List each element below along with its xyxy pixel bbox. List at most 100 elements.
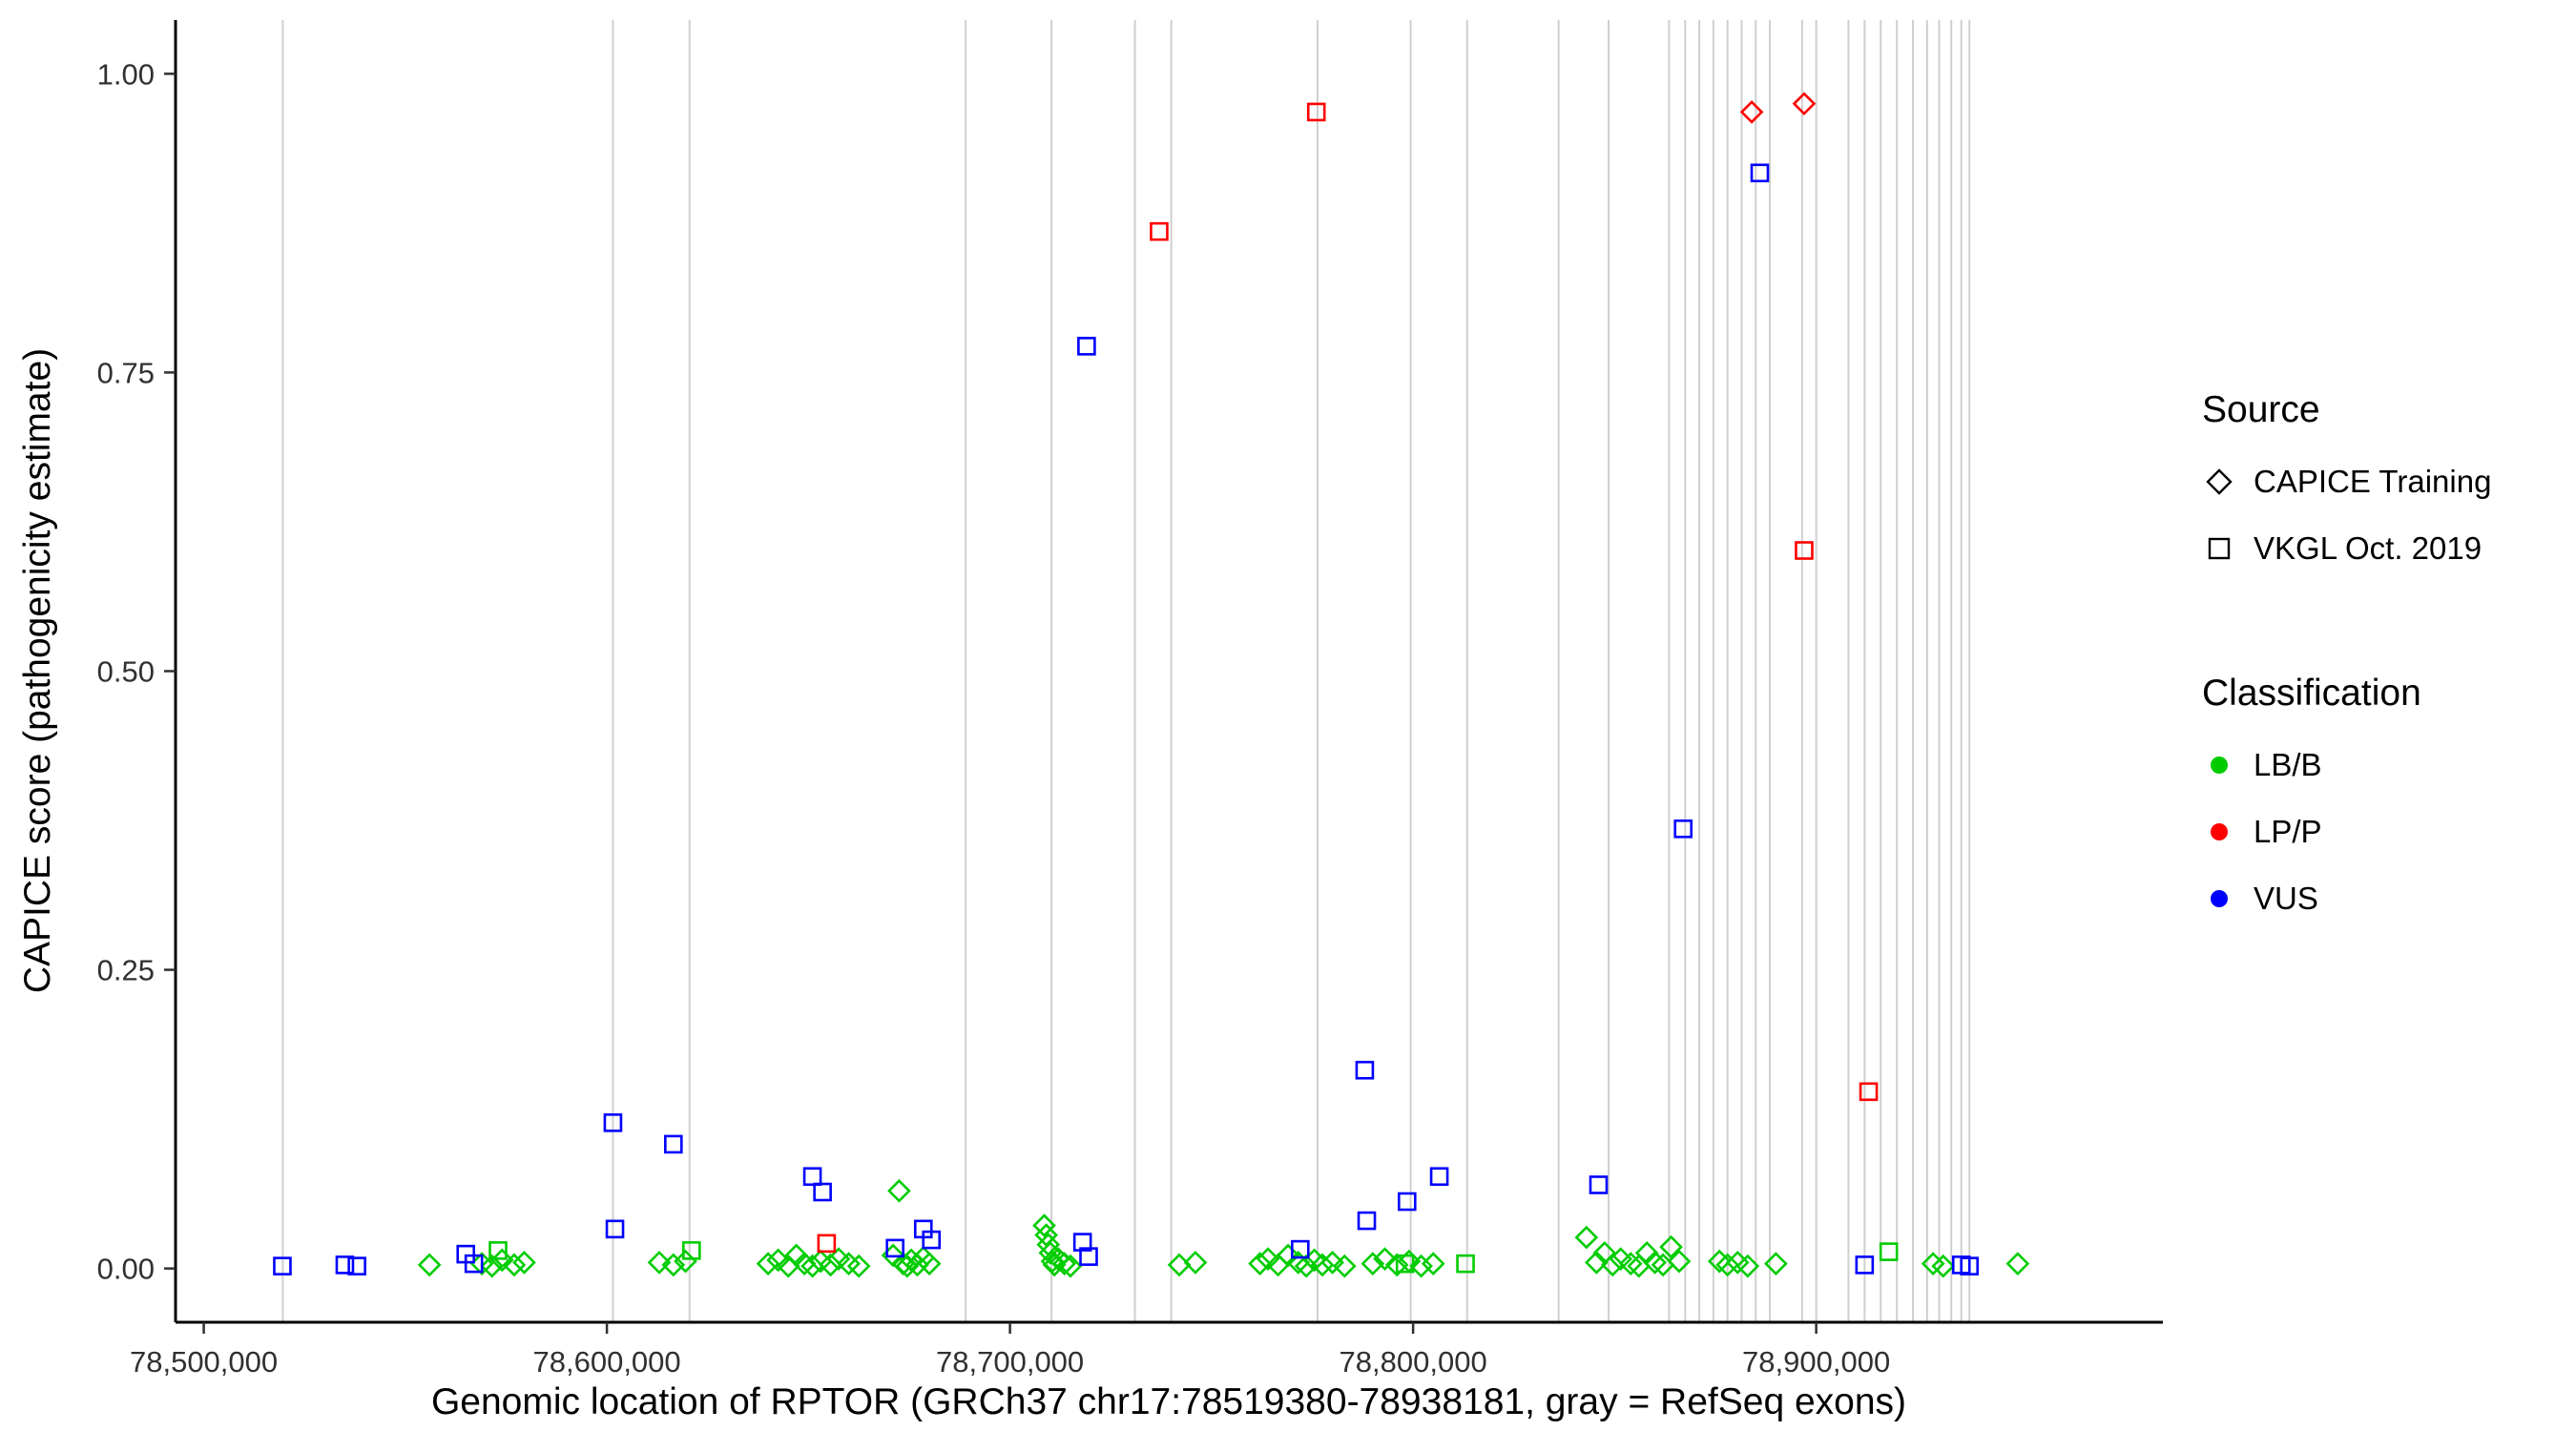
data-point-square bbox=[922, 1230, 942, 1250]
data-point-diamond bbox=[1659, 1234, 1683, 1259]
legend-label-vkgl: VKGL Oct. 2019 bbox=[2254, 530, 2483, 566]
data-point-diamond bbox=[1585, 1251, 1609, 1275]
data-point-diamond bbox=[1034, 1223, 1058, 1247]
x-tick-label: 78,800,000 bbox=[1340, 1345, 1487, 1379]
x-tick-label: 78,700,000 bbox=[936, 1345, 1084, 1379]
data-point-square bbox=[1079, 1247, 1098, 1266]
data-point-square bbox=[1150, 221, 1169, 241]
data-point-diamond bbox=[846, 1254, 871, 1278]
legend-classification-section: Classification LB/B LP/P VUS bbox=[2202, 673, 2491, 932]
data-point-diamond bbox=[1600, 1253, 1625, 1277]
data-point-square bbox=[335, 1255, 355, 1275]
data-point-diamond bbox=[1715, 1253, 1740, 1277]
legend-item-vus: VUS bbox=[2202, 865, 2491, 932]
y-tick-label: 0.50 bbox=[97, 655, 155, 689]
data-point-diamond bbox=[1667, 1249, 1692, 1274]
data-point-square bbox=[1429, 1167, 1449, 1187]
lpp-dot-icon bbox=[2211, 823, 2228, 840]
data-point-square bbox=[1355, 1060, 1375, 1080]
legend-label-capice-training: CAPICE Training bbox=[2254, 464, 2492, 499]
data-point-diamond bbox=[1183, 1251, 1208, 1275]
data-point-square bbox=[347, 1256, 366, 1275]
data-point-diamond bbox=[819, 1253, 842, 1277]
data-point-diamond bbox=[1332, 1254, 1357, 1278]
data-point-diamond bbox=[887, 1178, 911, 1203]
data-point-square bbox=[605, 1219, 625, 1239]
data-point-diamond bbox=[895, 1254, 920, 1278]
y-axis-label: CAPICE score (pathogenicity estimate) bbox=[17, 347, 58, 994]
y-tick-label: 0.25 bbox=[97, 954, 155, 987]
x-axis-label: Genomic location of RPTOR (GRCh37 chr17:… bbox=[430, 1381, 1907, 1422]
legend-item-lbb: LB/B bbox=[2202, 732, 2491, 798]
data-point-diamond bbox=[800, 1254, 824, 1278]
data-point-square bbox=[1077, 337, 1096, 356]
data-point-square bbox=[664, 1134, 683, 1154]
data-point-square bbox=[1072, 1233, 1092, 1252]
y-tick-label: 0.75 bbox=[97, 356, 155, 389]
data-point-diamond bbox=[502, 1253, 527, 1277]
data-point-diamond bbox=[1058, 1254, 1083, 1278]
data-point-diamond bbox=[1310, 1253, 1335, 1277]
data-point-diamond bbox=[1052, 1252, 1076, 1275]
y-tick-label: 0.00 bbox=[97, 1253, 155, 1286]
data-point-square bbox=[488, 1241, 508, 1260]
data-point-diamond bbox=[1574, 1225, 1599, 1250]
data-point-square bbox=[1960, 1256, 1979, 1275]
data-point-diamond bbox=[1373, 1247, 1397, 1271]
data-point-square bbox=[817, 1234, 837, 1254]
legend-label-lpp: LP/P bbox=[2254, 814, 2322, 849]
data-point-square bbox=[1795, 541, 1814, 560]
data-point-square bbox=[1306, 102, 1326, 122]
data-point-square bbox=[1357, 1211, 1377, 1231]
legend-label-lbb: LB/B bbox=[2254, 747, 2322, 782]
legend-item-capice-training: CAPICE Training bbox=[2202, 448, 2491, 515]
data-point-diamond bbox=[1764, 1252, 1788, 1275]
data-point-diamond bbox=[1384, 1253, 1409, 1277]
data-point-square bbox=[603, 1113, 623, 1132]
data-point-diamond bbox=[1361, 1252, 1385, 1275]
data-point-diamond bbox=[1931, 1254, 1956, 1278]
data-point-diamond bbox=[1643, 1251, 1667, 1275]
legend: Source CAPICE Training VKGL Oct. 2019 Cl… bbox=[2202, 389, 2491, 932]
data-point-diamond bbox=[489, 1248, 514, 1273]
data-point-diamond bbox=[1618, 1252, 1643, 1275]
data-point-diamond bbox=[1921, 1252, 1945, 1275]
data-point-square bbox=[885, 1238, 904, 1258]
data-point-square bbox=[1859, 1082, 1879, 1102]
data-point-diamond bbox=[661, 1253, 686, 1277]
y-tick-label: 1.00 bbox=[97, 57, 155, 91]
data-point-diamond bbox=[766, 1248, 790, 1273]
data-point-diamond bbox=[2005, 1252, 2030, 1275]
legend-source-section: Source CAPICE Training VKGL Oct. 2019 bbox=[2202, 389, 2491, 582]
data-point-diamond bbox=[917, 1252, 942, 1275]
data-point-diamond bbox=[512, 1251, 536, 1275]
data-point-diamond bbox=[1276, 1243, 1300, 1268]
legend-source-title: Source bbox=[2202, 389, 2320, 430]
data-point-diamond bbox=[1792, 92, 1817, 115]
legend-label-vus: VUS bbox=[2254, 881, 2318, 916]
data-point-square bbox=[1855, 1255, 1875, 1275]
data-point-square bbox=[1456, 1254, 1475, 1274]
open-diamond-icon bbox=[2206, 468, 2233, 495]
vus-dot-icon bbox=[2211, 890, 2228, 907]
x-tick-label: 78,600,000 bbox=[533, 1345, 681, 1379]
data-point-diamond bbox=[1735, 1254, 1760, 1278]
legend-item-lpp: LP/P bbox=[2202, 798, 2491, 865]
data-point-square bbox=[813, 1182, 832, 1202]
data-point-diamond bbox=[837, 1252, 861, 1275]
x-tick-label: 78,500,000 bbox=[130, 1345, 278, 1379]
data-point-square bbox=[464, 1254, 484, 1274]
data-point-diamond bbox=[417, 1253, 442, 1277]
lbb-dot-icon bbox=[2211, 757, 2228, 774]
data-point-diamond bbox=[1042, 1253, 1067, 1277]
data-point-diamond bbox=[1409, 1254, 1433, 1278]
data-point-square bbox=[1291, 1239, 1310, 1259]
data-point-square bbox=[1589, 1175, 1609, 1194]
data-point-square bbox=[1879, 1242, 1899, 1261]
data-point-diamond bbox=[1725, 1251, 1750, 1275]
open-square-icon bbox=[2208, 537, 2231, 560]
data-point-diamond bbox=[1256, 1247, 1280, 1271]
data-point-diamond bbox=[1248, 1252, 1272, 1275]
